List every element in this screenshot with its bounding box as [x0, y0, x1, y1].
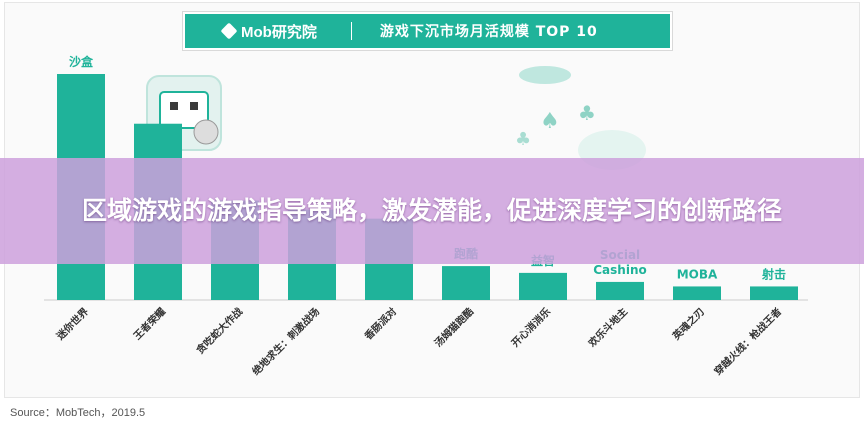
svg-text:♣: ♣ — [578, 101, 596, 125]
x-tick-label-2: 王者荣耀 — [131, 305, 168, 342]
genre-label-9: MOBA — [677, 267, 718, 281]
x-tick-label-5: 香肠派对 — [362, 305, 399, 342]
x-tick-label-10: 穿越火线：枪战王者 — [711, 305, 784, 378]
brand-name: Mob研究院 — [241, 23, 317, 41]
x-tick-label-3: 贪吃蛇大作战 — [193, 305, 245, 357]
x-tick-label-4: 绝地求生：刺激战场 — [249, 305, 322, 378]
brand-logo: Mob研究院 — [220, 21, 317, 42]
bar-6 — [442, 266, 490, 300]
x-tick-label-6: 汤姆猫跑酷 — [432, 305, 477, 350]
chart-header: Mob研究院 游戏下沉市场月活规模 TOP 10 — [183, 12, 672, 50]
bar-10 — [750, 286, 798, 300]
poker-chips-icon: ♠ ♣ ♣ — [515, 66, 646, 170]
genre-label-10: 射击 — [761, 266, 786, 281]
bar-9 — [673, 286, 721, 300]
bar-8 — [596, 281, 644, 300]
banner-text: 区域游戏的游戏指导策略，激发潜能，促进深度学习的创新路径 — [81, 196, 782, 225]
header-divider — [350, 22, 352, 40]
genre-label-1: 沙盒 — [69, 54, 94, 69]
x-tick-label-9: 英魂之刃 — [669, 305, 707, 343]
x-tick-label-8: 欢乐斗地主 — [585, 305, 630, 350]
overlay-banner: 区域游戏的游戏指导策略，激发潜能，促进深度学习的创新路径 — [0, 158, 864, 264]
x-tick-label-7: 开心消消乐 — [509, 305, 554, 350]
svg-text:♣: ♣ — [515, 129, 531, 150]
source-note: Source：MobTech，2019.5 — [10, 407, 146, 419]
bar-7 — [519, 272, 567, 300]
svg-text:♠: ♠ — [540, 109, 560, 134]
chart-title: 游戏下沉市场月活规模 TOP 10 — [379, 24, 598, 40]
x-tick-label-1: 迷你世界 — [53, 305, 91, 343]
